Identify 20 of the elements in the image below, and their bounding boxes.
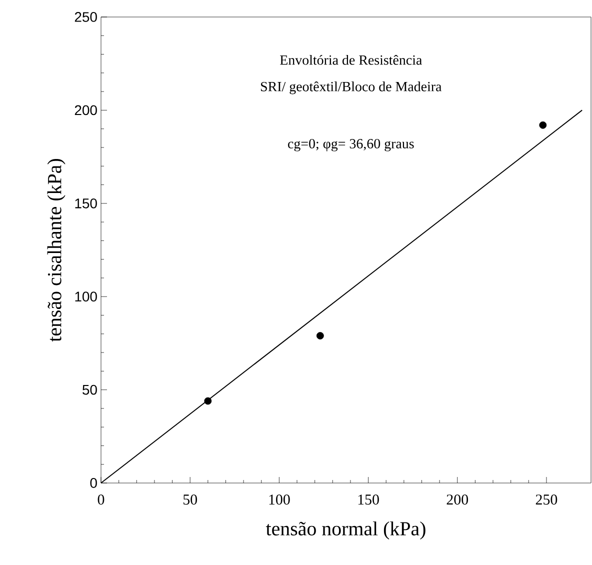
annotation: cg=0; φg= 36,60 graus [288,138,414,152]
y-tick-label: 0 [90,478,97,488]
y-tick-label: 100 [75,292,97,302]
x-tick-label: 0 [98,494,104,505]
y-tick-label: 150 [75,198,97,208]
x-tick-label: 250 [536,494,558,505]
x-tick-label: 100 [269,494,290,505]
x-tick-label: 150 [358,494,379,505]
y-axis-title: tensão cisalhante (kPa) [47,159,66,342]
point [204,397,212,405]
y-tick-label: 200 [74,105,97,116]
point [539,121,547,129]
point [316,332,324,340]
x-tick-label: 200 [446,494,468,505]
x-tick-label: 50 [183,494,197,505]
y-tick-label: 250 [74,12,97,22]
y-tick-label: 50 [82,384,97,395]
x-axis-title: tensão normal (kPa) [266,521,426,540]
annotation: SRI/ geotêxtil/Bloco de Madeira [261,81,442,94]
annotation: Envoltória de Resistência [280,54,422,65]
